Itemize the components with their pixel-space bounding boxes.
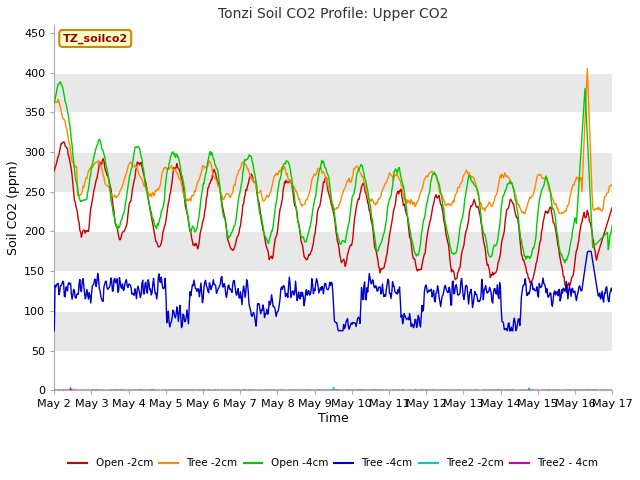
X-axis label: Time: Time (318, 412, 349, 425)
Bar (54, 351, 612, 390)
Y-axis label: Soil CO2 (ppm): Soil CO2 (ppm) (7, 160, 20, 255)
Bar (54, 33, 612, 72)
Title: Tonzi Soil CO2 Profile: Upper CO2: Tonzi Soil CO2 Profile: Upper CO2 (218, 7, 449, 21)
Bar (54, 231, 612, 271)
Bar (54, 112, 612, 152)
Bar (54, 271, 612, 311)
Bar (54, 152, 612, 192)
Bar (54, 311, 612, 351)
Bar (54, 72, 612, 112)
Legend: Open -2cm, Tree -2cm, Open -4cm, Tree -4cm, Tree2 -2cm, Tree2 - 4cm: Open -2cm, Tree -2cm, Open -4cm, Tree -4… (64, 454, 602, 472)
Bar (54, 192, 612, 231)
Text: TZ_soilco2: TZ_soilco2 (63, 33, 128, 44)
